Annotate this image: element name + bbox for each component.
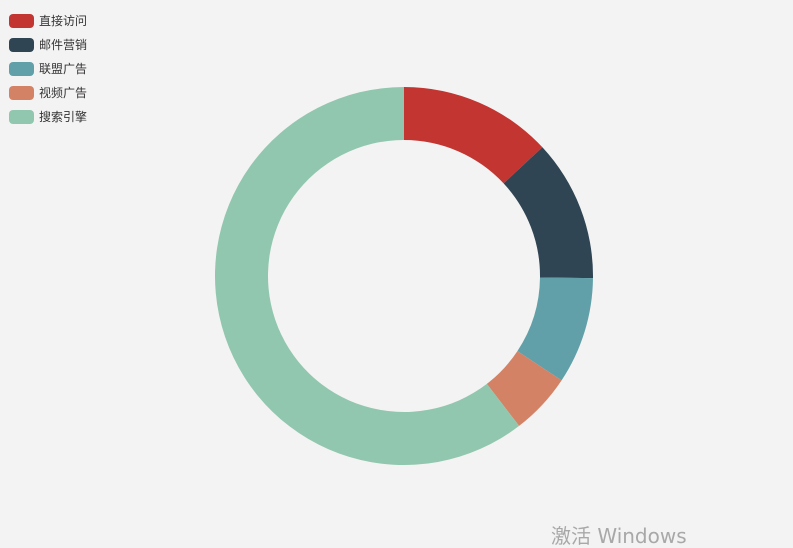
legend-swatch-direct <box>9 14 34 28</box>
legend-item-search[interactable]: 搜索引擎 <box>9 105 87 129</box>
donut-slice-direct[interactable] <box>404 87 543 184</box>
legend-item-affiliate[interactable]: 联盟广告 <box>9 57 87 81</box>
legend-label-video: 视频广告 <box>39 86 88 100</box>
legend-label-email: 邮件营销 <box>39 38 88 52</box>
donut-slice-video[interactable] <box>486 351 562 426</box>
legend-item-video[interactable]: 视频广告 <box>9 81 87 105</box>
legend-item-direct[interactable]: 直接访问 <box>9 9 87 33</box>
legend-label-affiliate: 联盟广告 <box>39 62 88 76</box>
donut-slice-affiliate[interactable] <box>517 277 593 381</box>
windows-activation-watermark: 激活 Windows <box>551 524 687 548</box>
legend-label-direct: 直接访问 <box>39 14 88 28</box>
donut-slice-email[interactable] <box>503 147 593 279</box>
legend-swatch-affiliate <box>9 62 34 76</box>
legend-swatch-search <box>9 110 34 124</box>
legend-label-search: 搜索引擎 <box>39 110 88 124</box>
donut-slice-search[interactable] <box>214 87 520 465</box>
chart-legend: 直接访问 邮件营销 联盟广告 视频广告 搜索引擎 <box>9 9 87 129</box>
legend-item-email[interactable]: 邮件营销 <box>9 33 87 57</box>
legend-swatch-video <box>9 86 34 100</box>
legend-swatch-email <box>9 38 34 52</box>
